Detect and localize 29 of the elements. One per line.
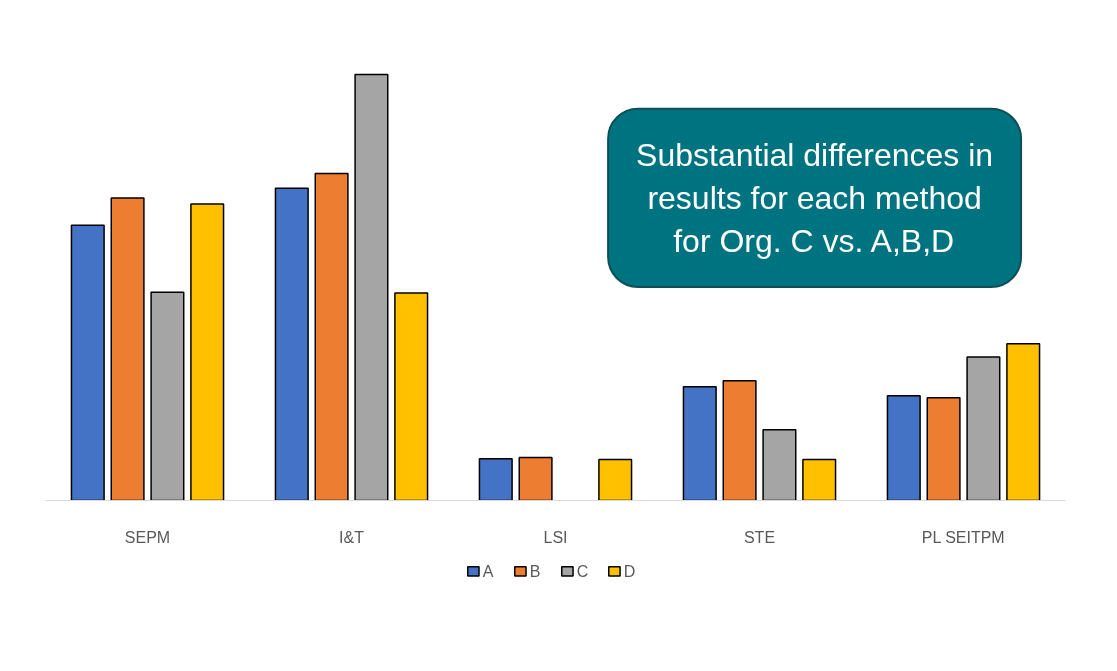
bar <box>802 458 837 501</box>
x-tick-label: LSI <box>543 528 568 546</box>
bar <box>598 458 633 501</box>
bar <box>722 380 757 501</box>
bar <box>70 224 105 501</box>
bar <box>314 172 349 501</box>
bar <box>150 291 185 501</box>
x-tick-label: PL SEITPM <box>921 528 1005 546</box>
bar <box>966 356 1001 501</box>
bar <box>1006 343 1041 501</box>
legend-label: A <box>482 562 494 580</box>
legend-label: B <box>529 562 541 580</box>
bar <box>518 456 553 501</box>
x-tick-label: SEPM <box>124 528 171 546</box>
x-tick-label: STE <box>743 528 776 546</box>
legend-label: C <box>576 562 589 580</box>
x-tick-label: I&T <box>339 528 365 546</box>
bar <box>762 429 797 501</box>
bar <box>110 197 145 501</box>
bar <box>926 397 961 501</box>
bar <box>394 292 429 501</box>
bar <box>190 203 225 501</box>
legend-label: D <box>623 562 636 580</box>
bar <box>682 386 717 501</box>
annotation: Substantial differences in results for each method for Org. C vs. A,B,D <box>636 136 994 260</box>
bar <box>354 73 389 501</box>
bar <box>886 394 921 501</box>
bar <box>274 187 309 501</box>
bar <box>478 458 513 501</box>
